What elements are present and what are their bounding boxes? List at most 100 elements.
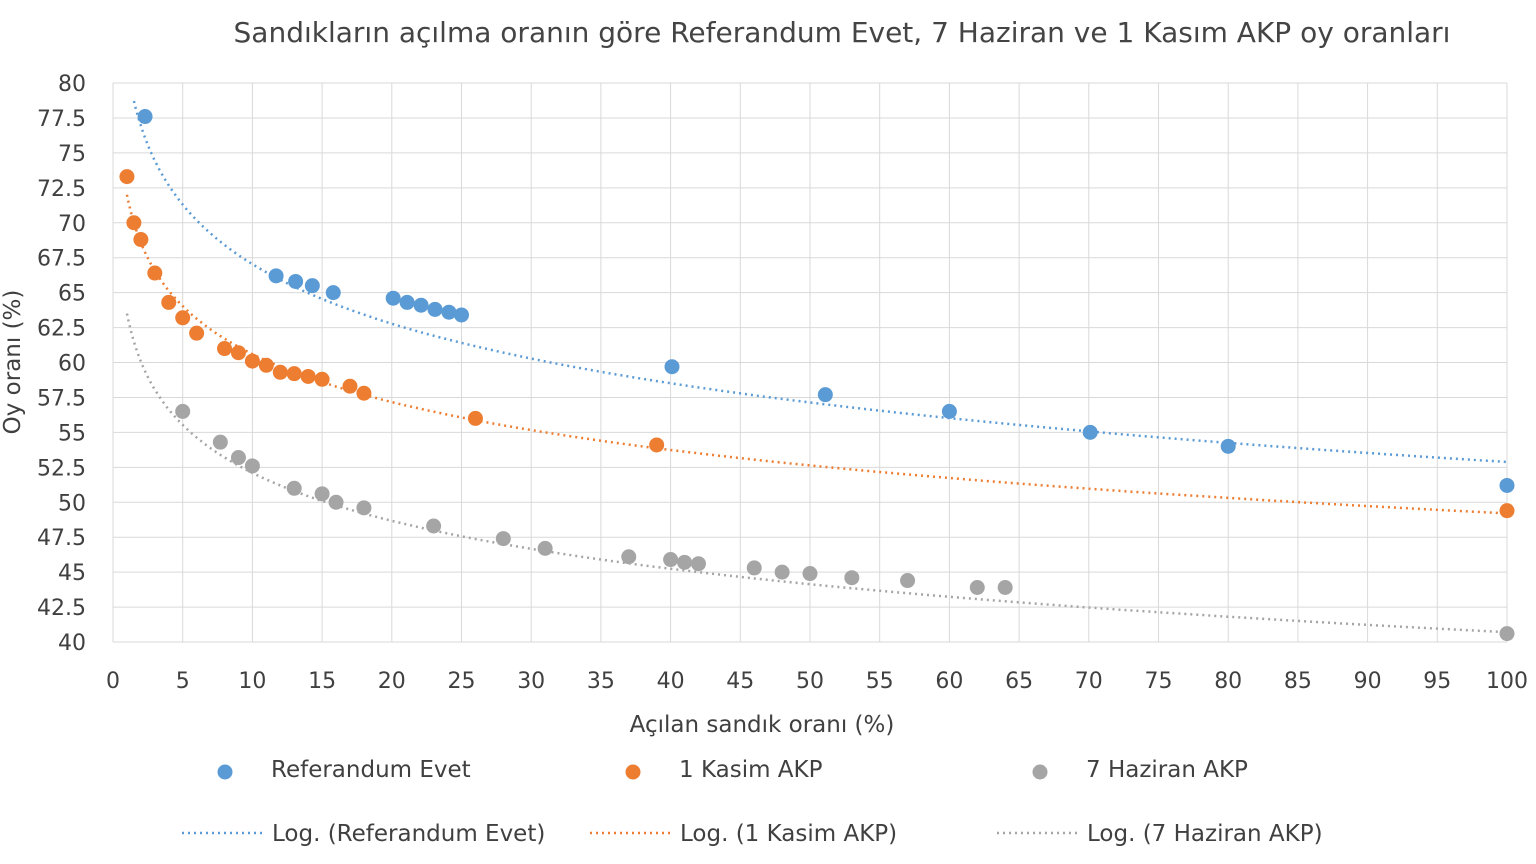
y-axis-ticks: 40 42.5 45 47.5 50 52.5 55 57.5 60 62.5 65 67.5 70 72… — [37, 72, 86, 656]
x-tick-label: 90 — [1354, 669, 1382, 694]
point-series-1 — [189, 325, 205, 341]
point-series-0 — [1220, 438, 1236, 454]
point-series-2 — [621, 549, 637, 565]
point-series-2 — [244, 458, 260, 474]
trendline-1 — [125, 194, 1508, 515]
point-series-2 — [844, 570, 860, 586]
point-series-1 — [649, 437, 665, 453]
point-series-0 — [304, 278, 320, 294]
x-tick-label: 25 — [448, 669, 476, 694]
point-series-0 — [941, 403, 957, 419]
point-series-0 — [325, 285, 341, 301]
point-series-2 — [356, 500, 372, 516]
point-series-1 — [147, 265, 163, 281]
x-tick-label: 55 — [866, 669, 894, 694]
point-series-1 — [133, 232, 149, 248]
point-series-0 — [454, 307, 469, 323]
point-series-1 — [244, 353, 260, 369]
y-tick-label: 75 — [58, 142, 86, 167]
y-tick-label: 50 — [58, 491, 86, 516]
point-series-0 — [385, 290, 401, 306]
point-series-0 — [441, 304, 457, 320]
x-tick-label: 20 — [378, 669, 406, 694]
point-series-1 — [126, 215, 142, 231]
x-axis-ticks: 0 5 10 15 20 25 30 35 40 45 50 55 60 65 70 75 80 85 90 95 10… — [106, 669, 1528, 694]
y-tick-label: 52.5 — [37, 456, 86, 481]
point-series-1 — [175, 310, 191, 326]
point-series-1 — [272, 364, 288, 380]
legend: Referandum Evet 1 Kasim AKP 7 Haziran AKP L… — [182, 757, 1323, 847]
y-tick-label: 47.5 — [37, 526, 86, 551]
trendline-2 — [125, 313, 1508, 634]
x-tick-label: 95 — [1423, 669, 1451, 694]
x-tick-label: 85 — [1284, 669, 1312, 694]
point-series-1 — [217, 341, 233, 357]
point-series-2 — [802, 566, 818, 582]
x-tick-label: 40 — [657, 669, 685, 694]
point-series-2 — [495, 531, 511, 547]
point-series-1 — [286, 366, 302, 382]
trendline-0 — [132, 100, 1508, 464]
chart-title: Sandıkların açılma oranın göre Referandu… — [234, 16, 1451, 49]
x-tick-label: 75 — [1145, 669, 1173, 694]
y-tick-label: 57.5 — [37, 386, 86, 411]
point-series-2 — [175, 403, 191, 419]
legend-trend-label: Log. (Referandum Evet) — [272, 821, 545, 847]
trendlines — [125, 100, 1508, 634]
point-series-2 — [230, 450, 246, 466]
point-series-0 — [664, 359, 680, 375]
x-tick-label: 0 — [106, 669, 120, 694]
point-series-0 — [1082, 424, 1098, 440]
y-tick-label: 45 — [58, 561, 86, 586]
point-series-0 — [817, 387, 833, 403]
legend-trend-label: Log. (1 Kasim AKP) — [680, 821, 897, 847]
point-series-2 — [314, 486, 330, 502]
point-series-2 — [426, 518, 442, 534]
point-series-1 — [119, 169, 135, 185]
point-series-2 — [286, 480, 302, 496]
point-series-1 — [258, 357, 274, 373]
point-series-1 — [314, 371, 330, 387]
y-axis-label: Oy oranı (%) — [0, 290, 26, 435]
point-series-2 — [690, 556, 706, 572]
point-series-0 — [413, 297, 429, 313]
y-tick-label: 67.5 — [37, 247, 86, 272]
x-tick-label: 5 — [176, 669, 190, 694]
legend-marker — [217, 764, 233, 780]
legend-label: Referandum Evet — [271, 757, 471, 783]
point-series-1 — [356, 385, 372, 401]
y-tick-label: 40 — [58, 631, 86, 656]
x-tick-label: 15 — [308, 669, 336, 694]
x-tick-label: 50 — [796, 669, 824, 694]
x-tick-label: 45 — [726, 669, 754, 694]
point-series-2 — [663, 552, 679, 568]
point-series-0 — [268, 268, 284, 284]
x-tick-label: 35 — [587, 669, 615, 694]
y-tick-label: 60 — [58, 352, 86, 377]
point-series-2 — [677, 554, 693, 570]
legend-marker — [625, 764, 641, 780]
point-series-2 — [1499, 626, 1515, 642]
x-tick-label: 70 — [1075, 669, 1103, 694]
x-tick-label: 80 — [1214, 669, 1242, 694]
legend-trend-label: Log. (7 Haziran AKP) — [1087, 821, 1323, 847]
point-series-2 — [774, 564, 790, 580]
point-series-2 — [969, 579, 985, 595]
legend-label: 1 Kasim AKP — [679, 757, 823, 783]
x-tick-label: 10 — [238, 669, 266, 694]
point-series-0 — [288, 273, 304, 289]
grid — [112, 82, 1508, 643]
point-series-1 — [230, 345, 246, 361]
point-series-0 — [137, 109, 153, 125]
point-series-2 — [746, 560, 762, 576]
x-tick-label: 100 — [1486, 669, 1528, 694]
point-series-2 — [537, 540, 553, 556]
y-tick-label: 80 — [58, 72, 86, 97]
y-tick-label: 62.5 — [37, 317, 86, 342]
x-axis-label: Açılan sandık oranı (%) — [630, 712, 895, 738]
legend-marker — [1032, 764, 1048, 780]
point-series-1 — [161, 294, 177, 310]
point-series-0 — [399, 294, 415, 310]
point-series-1 — [300, 368, 316, 384]
